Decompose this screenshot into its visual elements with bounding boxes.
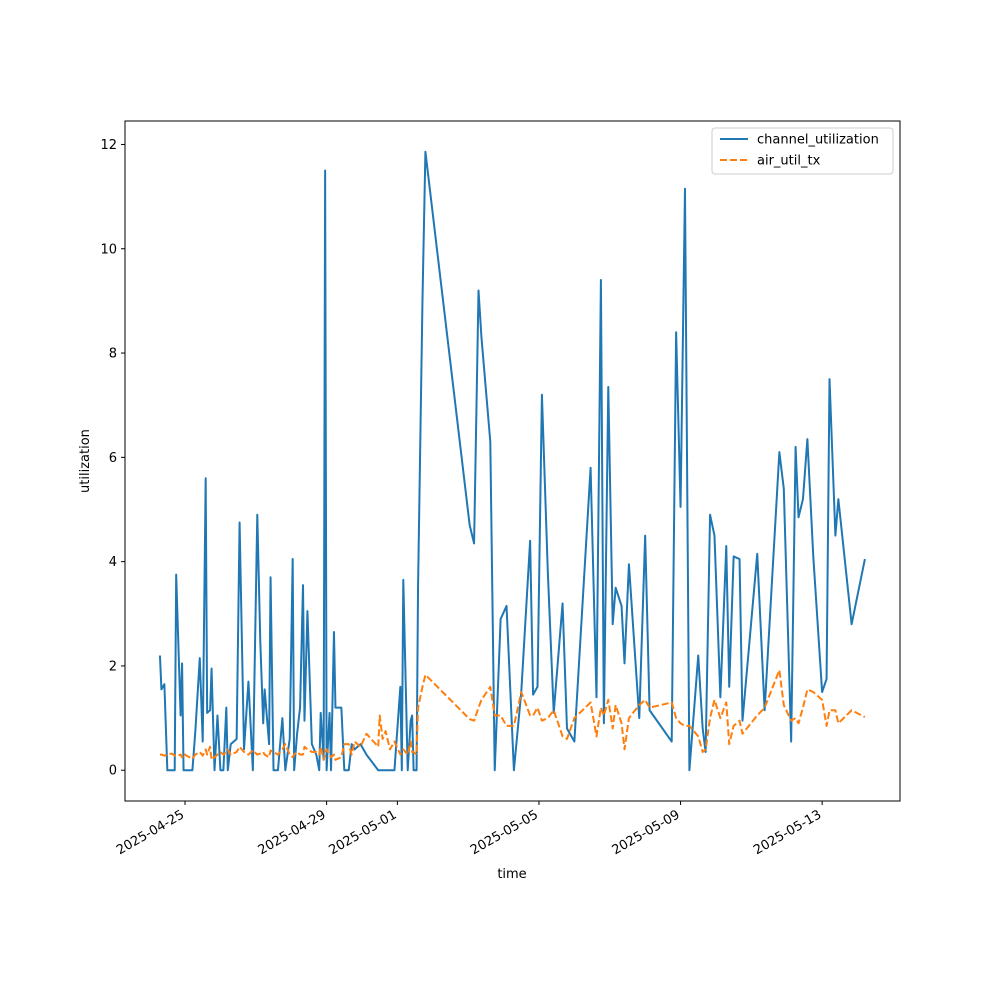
series-line xyxy=(159,669,866,761)
x-axis-label: time xyxy=(497,867,526,882)
legend-label: air_util_tx xyxy=(757,154,821,169)
axes-frame xyxy=(124,120,901,802)
y-tick-label: 10 xyxy=(100,242,117,257)
legend: channel_utilization air_util_tx xyxy=(711,127,894,175)
y-tick-label: 2 xyxy=(109,659,117,674)
legend-label: channel_utilization xyxy=(757,133,879,148)
y-axis-label: utilization xyxy=(78,429,93,493)
y-tick-label: 6 xyxy=(109,451,117,466)
y-tick-label: 8 xyxy=(109,347,117,362)
y-tick-label: 0 xyxy=(109,764,117,779)
plot-area xyxy=(158,150,866,772)
legend-box xyxy=(711,127,894,175)
y-tick-label: 12 xyxy=(100,138,117,153)
y-tick-label: 4 xyxy=(109,555,117,570)
